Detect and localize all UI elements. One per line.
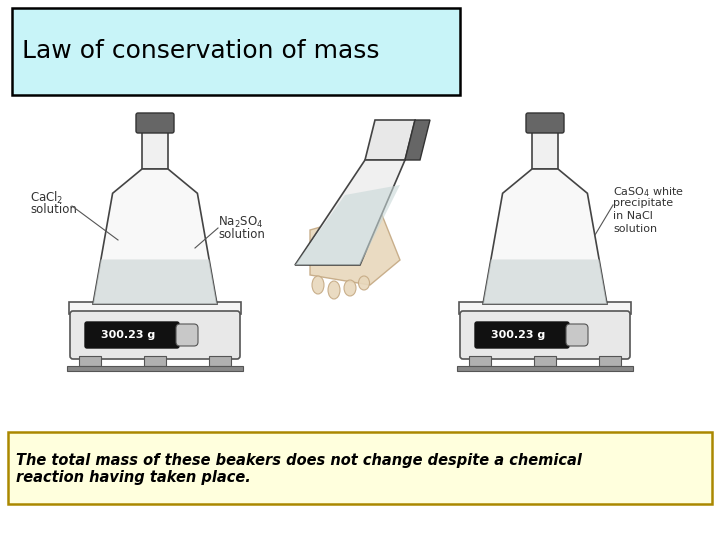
Bar (142, 131, 168, 169)
Polygon shape (295, 185, 400, 265)
Text: The total mass of these beakers does not change despite a chemical: The total mass of these beakers does not… (16, 453, 582, 468)
FancyBboxPatch shape (8, 432, 712, 504)
Bar (69, 302, 241, 314)
Bar (67, 366, 243, 371)
Polygon shape (365, 120, 415, 160)
Polygon shape (93, 169, 217, 304)
Text: reaction having taken place.: reaction having taken place. (16, 470, 251, 485)
Text: CaCl$_2$: CaCl$_2$ (30, 190, 63, 206)
Text: solution: solution (218, 228, 265, 241)
Ellipse shape (344, 280, 356, 296)
Polygon shape (483, 169, 607, 304)
FancyBboxPatch shape (475, 322, 569, 348)
FancyBboxPatch shape (526, 113, 564, 133)
FancyBboxPatch shape (136, 113, 174, 133)
Polygon shape (295, 160, 405, 265)
FancyBboxPatch shape (85, 322, 179, 348)
Bar (469, 356, 491, 366)
Bar (532, 131, 558, 169)
Bar (209, 356, 231, 366)
Bar (534, 356, 556, 366)
Ellipse shape (359, 276, 369, 290)
Ellipse shape (312, 276, 324, 294)
Polygon shape (483, 259, 607, 304)
Ellipse shape (328, 281, 340, 299)
Text: in NaCl: in NaCl (613, 211, 653, 221)
Polygon shape (93, 259, 217, 304)
Polygon shape (405, 120, 430, 160)
Text: CaSO$_4$ white: CaSO$_4$ white (613, 185, 684, 199)
Bar (457, 366, 633, 371)
Bar (79, 356, 101, 366)
Text: Law of conservation of mass: Law of conservation of mass (22, 39, 379, 63)
FancyBboxPatch shape (176, 324, 198, 346)
Text: Na$_2$SO$_4$: Na$_2$SO$_4$ (218, 215, 264, 230)
Text: 300.23 g: 300.23 g (101, 330, 155, 340)
FancyBboxPatch shape (566, 324, 588, 346)
Text: solution: solution (613, 224, 657, 234)
FancyBboxPatch shape (460, 311, 630, 359)
Polygon shape (310, 210, 400, 285)
Bar (144, 356, 166, 366)
FancyBboxPatch shape (70, 311, 240, 359)
Text: solution: solution (30, 203, 77, 216)
Bar (459, 302, 631, 314)
Bar (599, 356, 621, 366)
FancyBboxPatch shape (12, 8, 460, 95)
Text: 300.23 g: 300.23 g (491, 330, 545, 340)
Text: precipitate: precipitate (613, 198, 673, 208)
